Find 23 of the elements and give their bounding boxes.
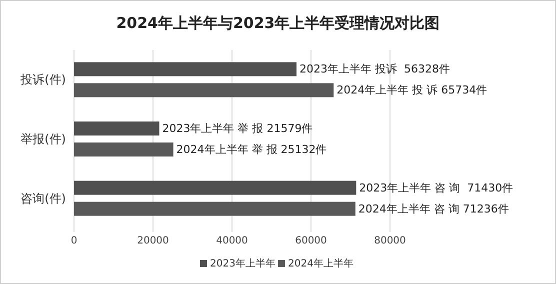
- x-tick-label: 60000: [295, 236, 327, 246]
- x-tick-label: 0: [70, 236, 78, 246]
- data-label: 2024年上半年 举 报 25132件: [176, 143, 327, 156]
- legend-label: 2024年上半年: [288, 258, 354, 270]
- data-label: 2023年上半年 投诉 56328件: [299, 62, 450, 76]
- bar: [74, 83, 334, 98]
- data-label: 2024年上半年 咨 询 71236件: [358, 202, 509, 216]
- x-tick-label: 20000: [137, 236, 169, 246]
- x-tick-label: 40000: [216, 236, 248, 246]
- y-tick-label: 举报(件): [20, 132, 66, 146]
- y-tick-label: 咨询(件): [20, 191, 66, 206]
- bar: [74, 180, 356, 195]
- legend-label: 2023年上半年: [210, 258, 276, 270]
- data-label: 2023年上半年 咨 询 71430件: [359, 181, 514, 194]
- data-label: 2023年上半年 举 报 21579件: [162, 122, 313, 135]
- bar: [74, 202, 356, 216]
- bar: [74, 62, 296, 76]
- bar: [74, 142, 174, 156]
- data-label: 2024年上半年 投 诉 65734件: [336, 84, 488, 97]
- x-tick-label: 80000: [374, 236, 406, 246]
- y-tick-label: 投诉(件): [20, 72, 66, 87]
- bar: [74, 122, 160, 136]
- chart-title: 2024年上半年与2023年上半年受理情况对比图: [116, 14, 440, 32]
